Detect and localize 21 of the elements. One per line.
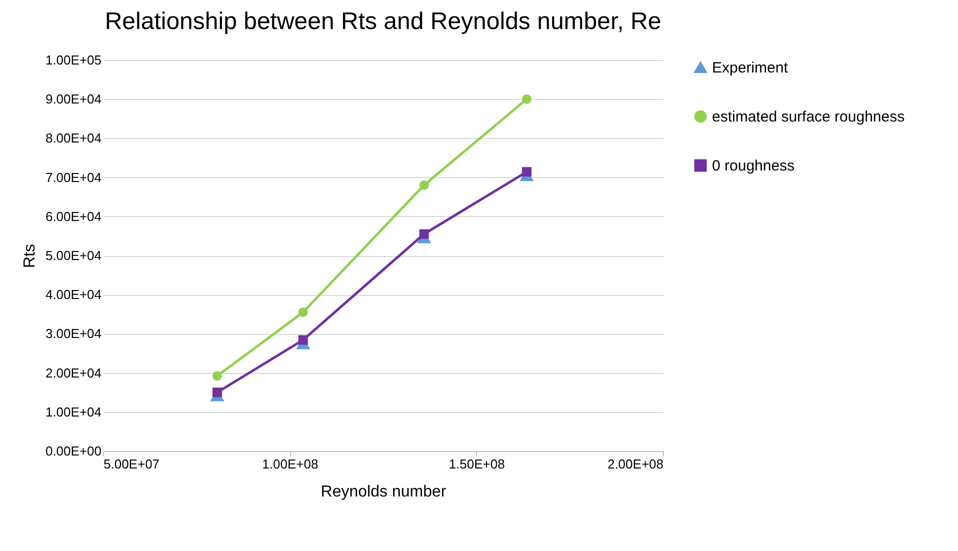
- y-tick-label: 0.00E+00: [45, 444, 102, 458]
- x-tick-label: 1.00E+08: [262, 456, 318, 472]
- x-tick-label: 2.00E+08: [607, 456, 664, 472]
- legend-label: Experiment: [712, 60, 789, 76]
- x-tick-label: 1.50E+08: [448, 456, 505, 472]
- y-tick-label: 8.00E+04: [45, 130, 102, 146]
- x-axis-title: Reynolds number: [320, 484, 447, 500]
- y-tick-label: 1.00E+04: [45, 404, 102, 420]
- y-axis-title: Rts: [21, 244, 38, 268]
- y-tick-label: 1.00E+05: [45, 52, 102, 68]
- y-tick-label: 6.00E+04: [45, 208, 102, 224]
- y-tick-label: 7.00E+04: [45, 170, 102, 185]
- y-tick-label: 3.00E+04: [45, 326, 102, 342]
- y-tick-label: 5.00E+04: [45, 248, 102, 263]
- y-tick-label: 4.00E+04: [45, 287, 102, 302]
- x-tick-label: 5.00E+07: [104, 456, 160, 472]
- legend-label: 0 roughness: [712, 158, 795, 174]
- y-tick-label: 2.00E+04: [45, 365, 102, 380]
- legend-label: estimated surface roughness: [712, 108, 905, 126]
- y-tick-label: 9.00E+04: [45, 92, 102, 107]
- chart-title: Relationship between Rts and Reynolds number, Re: [104, 8, 662, 35]
